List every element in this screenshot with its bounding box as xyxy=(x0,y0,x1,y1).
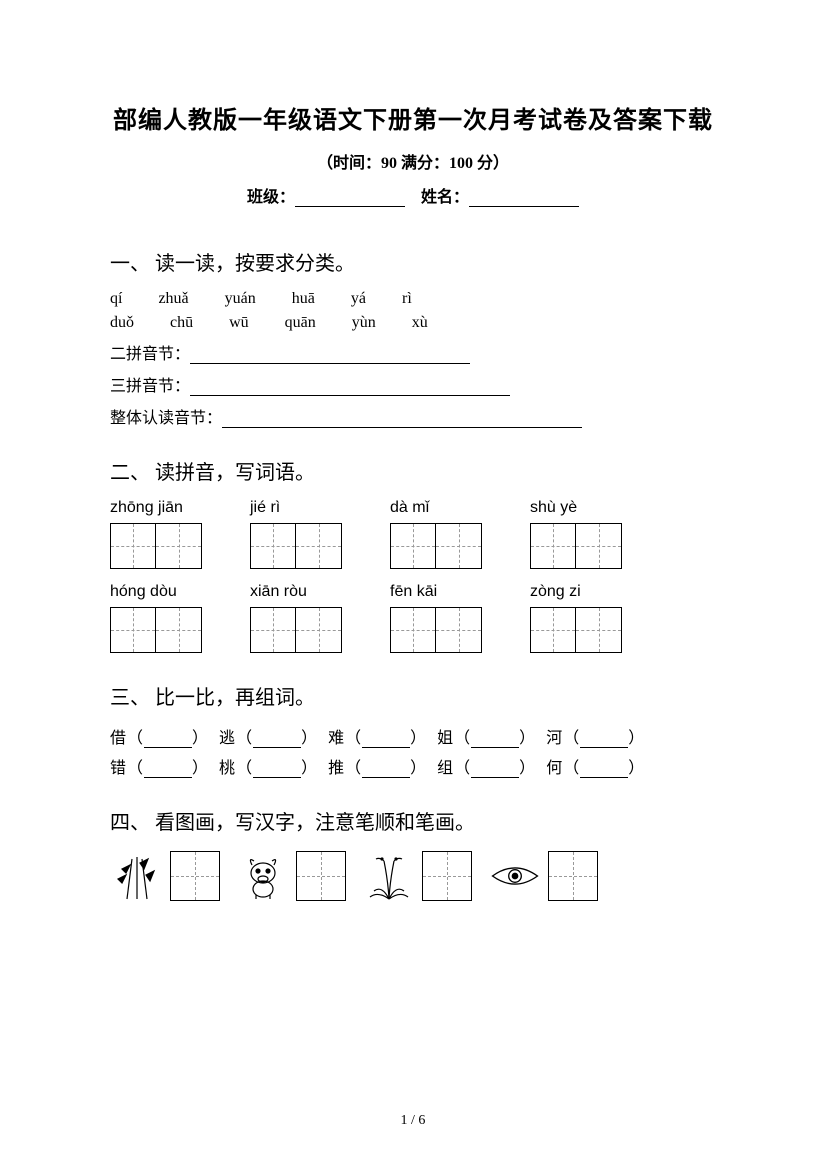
pinyin-label: zòng zi xyxy=(530,583,622,601)
pinyin-item: duǒ xyxy=(110,314,134,332)
section1-pinyin-row2: duǒ chū wū quān yùn xù xyxy=(110,314,716,332)
char-box-pair[interactable] xyxy=(390,607,482,653)
section4-heading: 四、 看图画，写汉字，注意笔顺和笔画。 xyxy=(110,806,716,835)
pinyin-item: quān xyxy=(285,314,316,332)
pinyin-item: wū xyxy=(229,314,249,332)
compare-char: 组 xyxy=(437,760,454,777)
pinyin-label: jié rì xyxy=(250,499,342,517)
char-write-box[interactable] xyxy=(170,851,220,901)
char-box-pair[interactable] xyxy=(110,607,202,653)
eye-icon xyxy=(488,849,542,903)
rice-plant-icon xyxy=(362,849,416,903)
pinyin-word-item: zòng zi xyxy=(530,583,622,653)
pinyin-item: yùn xyxy=(352,314,376,332)
section1-pinyin-row1: qí zhuǎ yuán huā yá rì xyxy=(110,290,716,308)
compare-char: 桃 xyxy=(219,760,236,777)
section4-row xyxy=(110,849,716,903)
compare-char: 逃 xyxy=(219,730,236,747)
char-box-pair[interactable] xyxy=(530,607,622,653)
pinyin-item: huā xyxy=(292,290,315,308)
compare-char: 姐 xyxy=(437,730,454,747)
pinyin-word-item: shù yè xyxy=(530,499,622,569)
pinyin-label: shù yè xyxy=(530,499,622,517)
char-write-box[interactable] xyxy=(548,851,598,901)
section2-row2: hóng dòu xiān ròu fēn kāi zòng zi xyxy=(110,583,716,653)
pinyin-item: zhuǎ xyxy=(158,290,188,308)
section3-heading: 三、 比一比，再组词。 xyxy=(110,681,716,710)
compare-char: 推 xyxy=(328,760,345,777)
class-label: 班级： xyxy=(247,189,295,206)
char-write-box[interactable] xyxy=(422,851,472,901)
answer-field[interactable] xyxy=(190,381,510,396)
answer-field[interactable] xyxy=(253,763,301,778)
page-number: 1 / 6 xyxy=(0,1113,826,1129)
answer-field[interactable] xyxy=(253,733,301,748)
answer-field[interactable] xyxy=(144,763,192,778)
char-box-pair[interactable] xyxy=(250,523,342,569)
page-subtitle: （时间：90 满分：100 分） xyxy=(110,149,716,173)
answer-field[interactable] xyxy=(144,733,192,748)
pinyin-word-item: zhōng jiān xyxy=(110,499,202,569)
answer-field[interactable] xyxy=(362,733,410,748)
bamboo-icon xyxy=(110,849,164,903)
pinyin-item: rì xyxy=(402,290,412,308)
pinyin-word-item: dà mǐ xyxy=(390,499,482,569)
pinyin-item: yuán xyxy=(225,290,256,308)
compare-char: 借 xyxy=(110,730,127,747)
answer-field[interactable] xyxy=(580,733,628,748)
compare-char: 难 xyxy=(328,730,345,747)
picture-write-item xyxy=(110,849,220,903)
pinyin-label: hóng dòu xyxy=(110,583,202,601)
fill-label: 整体认读音节： xyxy=(110,410,222,427)
fill-label: 三拼音节： xyxy=(110,378,190,395)
answer-field[interactable] xyxy=(471,733,519,748)
pinyin-word-item: xiān ròu xyxy=(250,583,342,653)
pinyin-label: fēn kāi xyxy=(390,583,482,601)
picture-write-item xyxy=(488,849,598,903)
compare-char: 何 xyxy=(546,760,563,777)
cow-icon xyxy=(236,849,290,903)
pinyin-item: xù xyxy=(412,314,428,332)
pinyin-item: qí xyxy=(110,290,122,308)
page-title: 部编人教版一年级语文下册第一次月考试卷及答案下载 xyxy=(110,100,716,135)
section2-heading: 二、 读拼音，写词语。 xyxy=(110,456,716,485)
compare-char: 错 xyxy=(110,760,127,777)
compare-char: 河 xyxy=(546,730,563,747)
pinyin-label: dà mǐ xyxy=(390,499,482,517)
pinyin-item: chū xyxy=(170,314,193,332)
answer-field[interactable] xyxy=(190,349,470,364)
worksheet-page: 部编人教版一年级语文下册第一次月考试卷及答案下载 （时间：90 满分：100 分… xyxy=(0,0,826,1169)
pinyin-label: zhōng jiān xyxy=(110,499,202,517)
char-box-pair[interactable] xyxy=(110,523,202,569)
char-box-pair[interactable] xyxy=(530,523,622,569)
pinyin-word-item: fēn kāi xyxy=(390,583,482,653)
answer-field[interactable] xyxy=(580,763,628,778)
section1-fill-line3: 整体认读音节： xyxy=(110,404,716,428)
student-info-line: 班级： 姓名： xyxy=(110,183,716,207)
picture-write-item xyxy=(236,849,346,903)
answer-field[interactable] xyxy=(471,763,519,778)
char-write-box[interactable] xyxy=(296,851,346,901)
class-field[interactable] xyxy=(295,190,405,207)
section3-row2: 错（） 桃（） 推（） 组（） 何（） xyxy=(110,754,716,778)
answer-field[interactable] xyxy=(362,763,410,778)
picture-write-item xyxy=(362,849,472,903)
section3-row1: 借（） 逃（） 难（） 姐（） 河（） xyxy=(110,724,716,748)
section1-fill-line2: 三拼音节： xyxy=(110,372,716,396)
pinyin-word-item: jié rì xyxy=(250,499,342,569)
pinyin-item: yá xyxy=(351,290,366,308)
section2-row1: zhōng jiān jié rì dà mǐ shù yè xyxy=(110,499,716,569)
char-box-pair[interactable] xyxy=(390,523,482,569)
answer-field[interactable] xyxy=(222,413,582,428)
section1-heading: 一、 读一读，按要求分类。 xyxy=(110,247,716,276)
section1-fill-line1: 二拼音节： xyxy=(110,340,716,364)
fill-label: 二拼音节： xyxy=(110,346,190,363)
name-field[interactable] xyxy=(469,190,579,207)
char-box-pair[interactable] xyxy=(250,607,342,653)
pinyin-label: xiān ròu xyxy=(250,583,342,601)
pinyin-word-item: hóng dòu xyxy=(110,583,202,653)
name-label: 姓名： xyxy=(421,189,469,206)
